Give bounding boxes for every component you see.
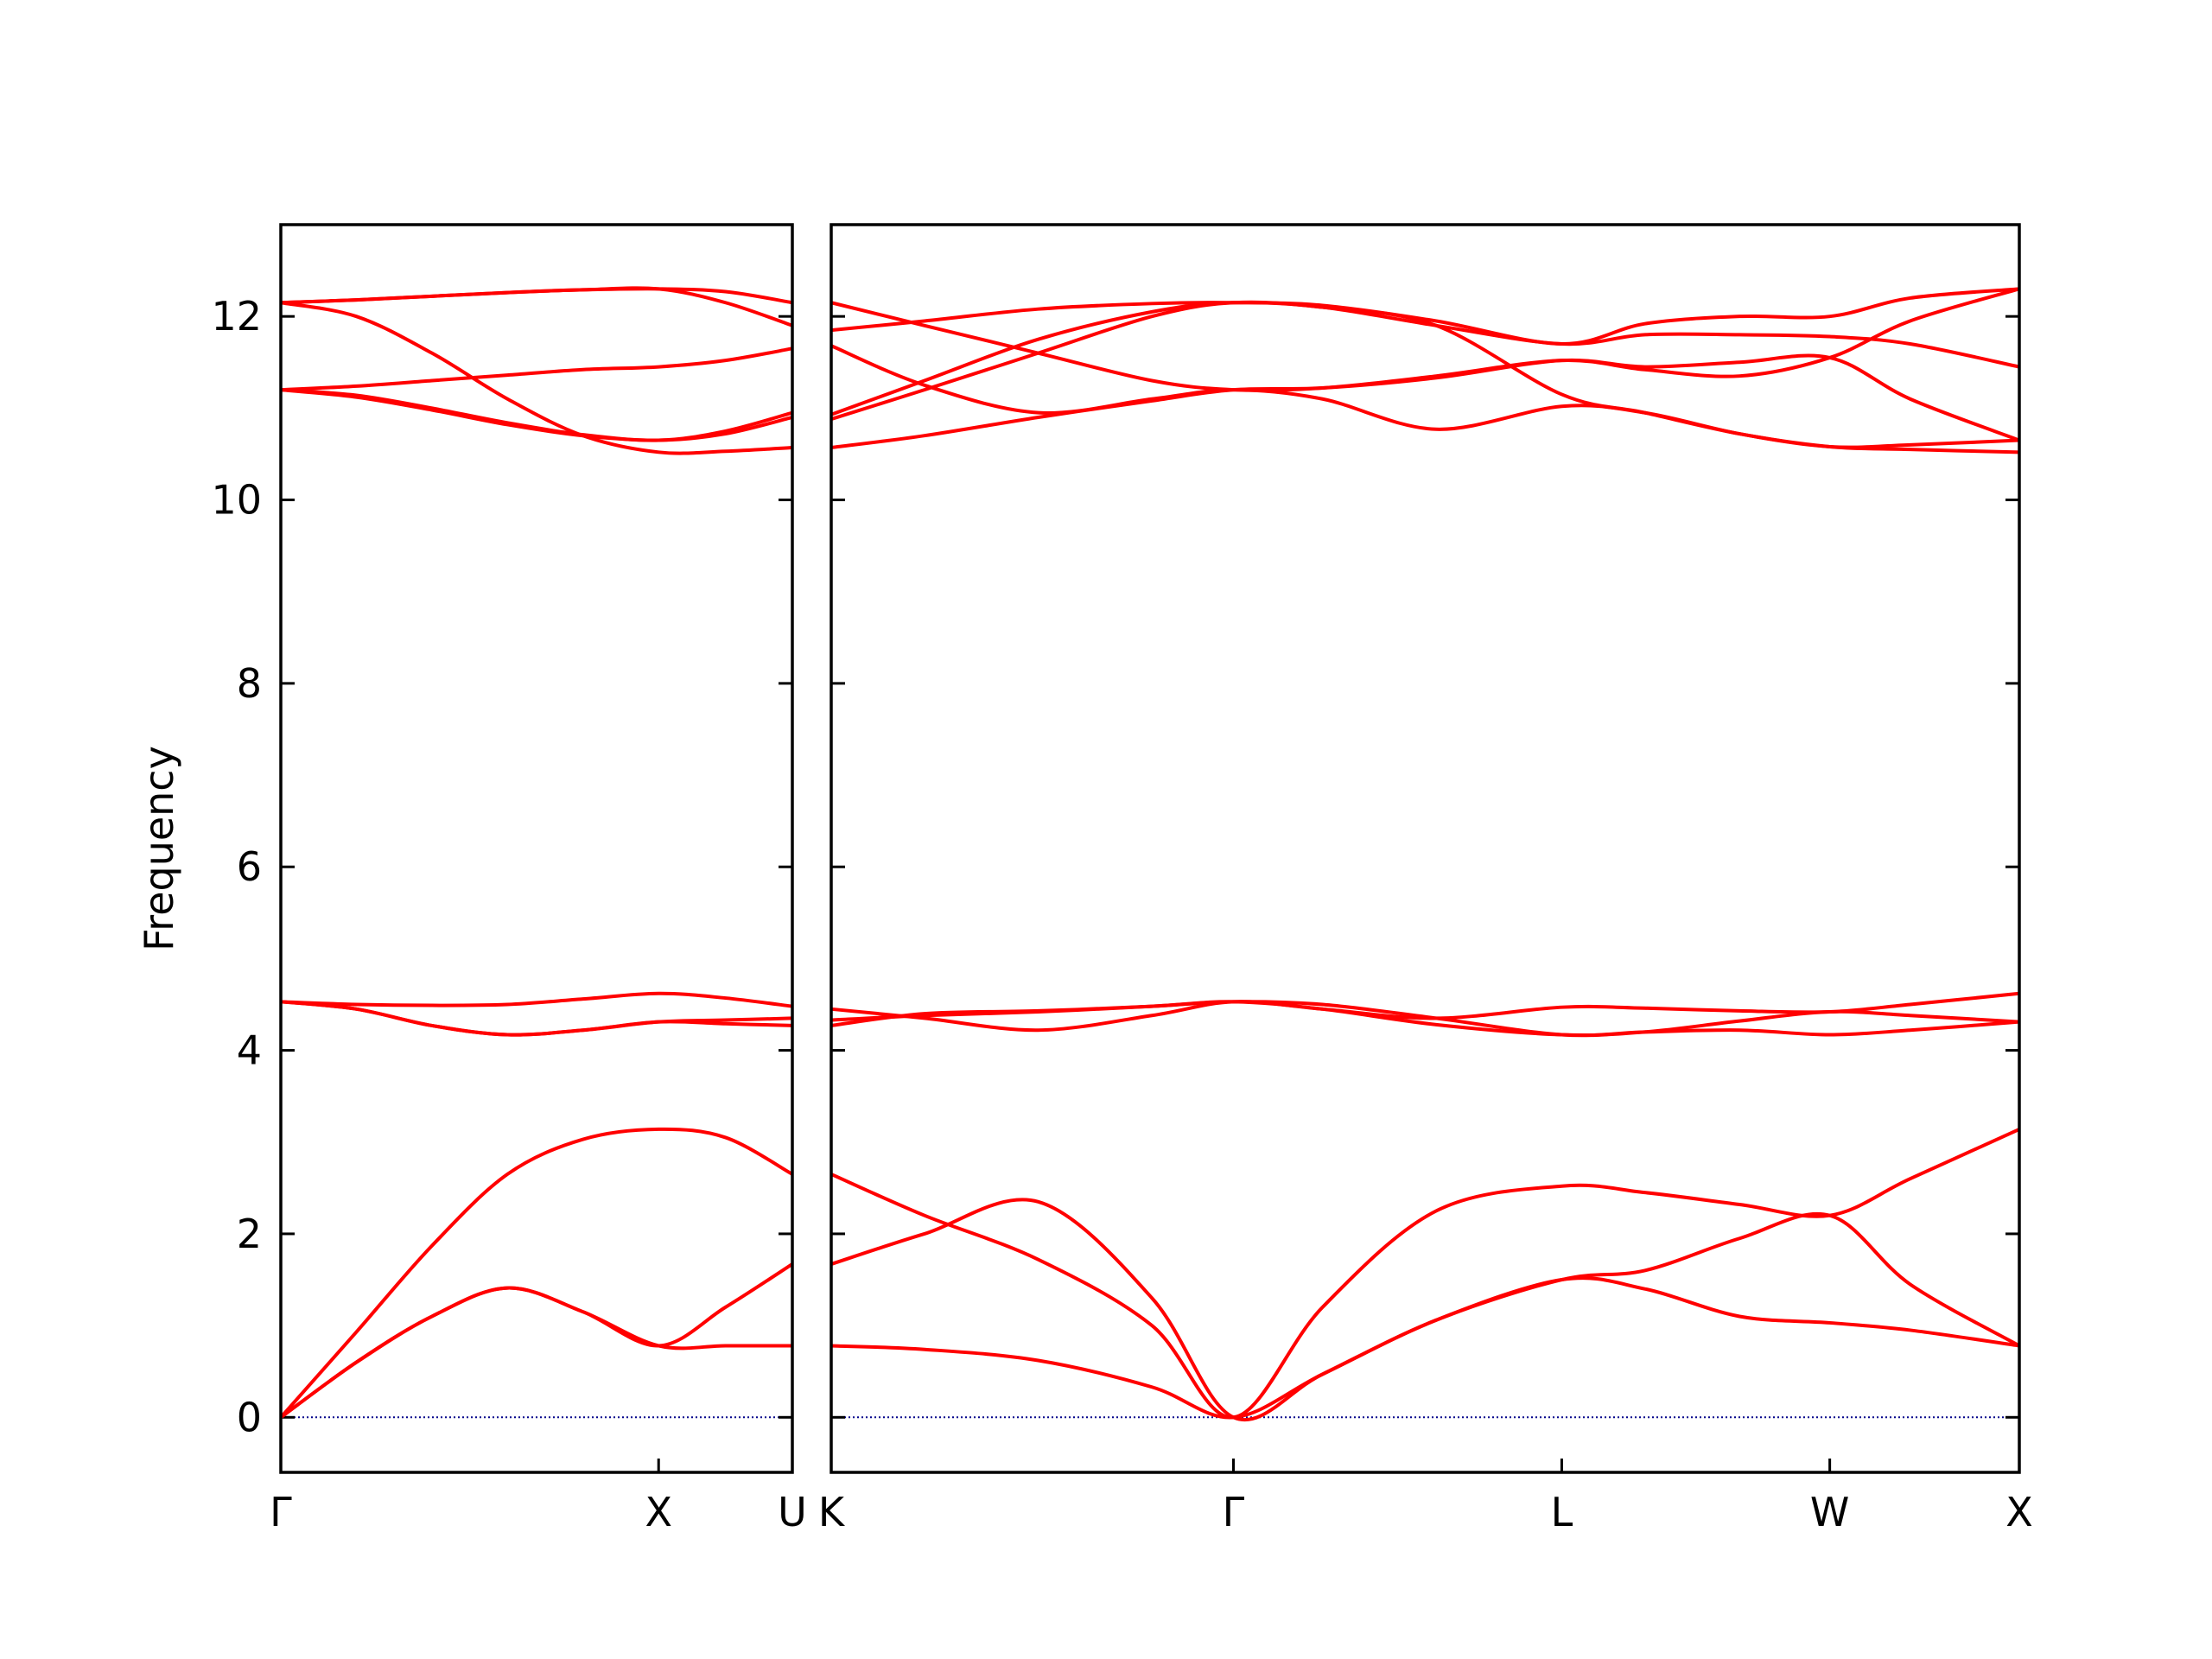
x-tick-label: Γ [1223, 1489, 1245, 1535]
x-tick-label: L [1551, 1489, 1573, 1535]
y-tick-label: 4 [237, 1027, 262, 1074]
band-line [280, 286, 793, 327]
plot-frame [279, 223, 794, 1474]
band-line [830, 287, 2020, 392]
y-tick-label: 0 [237, 1394, 262, 1440]
band-line [830, 353, 2020, 449]
band-line [280, 388, 793, 442]
y-tick-label: 6 [237, 843, 262, 890]
x-tick-label: K [818, 1489, 846, 1535]
band-line [830, 1276, 2020, 1420]
x-tick-label: Γ [270, 1489, 292, 1535]
band-line [280, 991, 793, 1008]
band-line [279, 1127, 793, 1419]
band-line [830, 1198, 2020, 1421]
band-line [279, 1262, 794, 1419]
band-line [830, 1000, 2020, 1038]
band-line [279, 1286, 792, 1419]
x-tick-label: U [778, 1489, 807, 1535]
x-tick-label: W [1810, 1489, 1849, 1535]
band-line [830, 287, 2020, 346]
x-tick-label: X [2005, 1489, 2033, 1535]
y-tick-label: 8 [237, 660, 262, 707]
y-tick-label: 12 [211, 293, 262, 340]
y-tick-label: 2 [237, 1211, 262, 1257]
y-tick-label: 10 [211, 477, 262, 524]
plot-frame [830, 223, 2021, 1474]
band-line [280, 301, 793, 455]
band-line [280, 1000, 793, 1037]
band-line [280, 1000, 793, 1037]
band-line [280, 346, 793, 392]
band-line [830, 1128, 2020, 1420]
y-axis-label: Frequency [136, 746, 182, 951]
band-line [830, 300, 2020, 422]
x-tick-label: X [645, 1489, 672, 1535]
